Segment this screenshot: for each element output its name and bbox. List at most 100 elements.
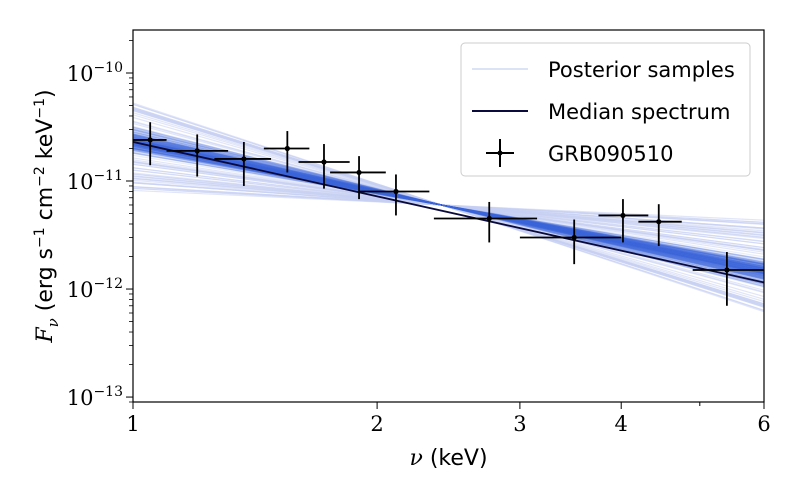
median-spectrum-line xyxy=(133,141,764,284)
data-point-marker xyxy=(724,267,730,273)
posterior-sample-line xyxy=(133,138,764,275)
legend-box xyxy=(460,42,751,177)
posterior-sample-line xyxy=(133,140,764,273)
posterior-sample-line xyxy=(133,145,764,267)
posterior-sample-line xyxy=(133,140,764,273)
posterior-sample-line xyxy=(133,138,764,275)
posterior-sample-line xyxy=(133,142,764,271)
posterior-sample-line xyxy=(133,138,764,275)
posterior-sample-line xyxy=(133,141,764,272)
posterior-sample-line xyxy=(133,136,764,277)
posterior-sample-line xyxy=(133,140,764,272)
posterior-sample-line xyxy=(133,140,764,273)
posterior-sample-line xyxy=(133,141,764,272)
posterior-sample-line xyxy=(133,139,764,274)
posterior-sample-line xyxy=(133,145,764,267)
posterior-sample-line xyxy=(133,129,764,285)
posterior-sample-line xyxy=(133,139,764,274)
posterior-sample-line xyxy=(133,129,764,284)
posterior-sample-line xyxy=(133,141,764,272)
posterior-sample-line xyxy=(133,139,764,274)
posterior-sample-line xyxy=(133,138,764,275)
posterior-sample-line xyxy=(133,136,764,277)
posterior-sample-line xyxy=(133,141,764,272)
posterior-sample-line xyxy=(133,140,764,273)
posterior-sample-line xyxy=(133,136,764,277)
y-tick-label: 10−10 xyxy=(67,60,123,86)
data-point-marker xyxy=(356,169,362,176)
y-tick-label: 10−11 xyxy=(67,168,123,194)
posterior-sample-line xyxy=(133,139,764,274)
posterior-sample-line xyxy=(133,126,764,288)
posterior-sample-line xyxy=(133,139,764,274)
posterior-sample-line xyxy=(133,137,764,276)
posterior-sample-line xyxy=(133,142,764,271)
posterior-sample-line xyxy=(133,137,764,276)
posterior-sample-line xyxy=(133,132,764,281)
posterior-sample-line xyxy=(133,139,764,274)
x-tick-label: 4 xyxy=(615,412,628,436)
data-point-marker xyxy=(620,212,626,219)
data-point xyxy=(298,144,350,189)
posterior-sample-line xyxy=(133,145,764,268)
data-point xyxy=(692,252,764,306)
posterior-sample-line xyxy=(133,129,764,285)
legend-label-samples: Posterior samples xyxy=(548,58,735,82)
posterior-sample-line xyxy=(133,136,764,277)
posterior-sample-line xyxy=(133,138,764,275)
posterior-sample-line xyxy=(133,142,764,271)
data-point-marker xyxy=(241,156,247,162)
data-point xyxy=(598,199,649,243)
posterior-sample-line xyxy=(133,136,764,277)
posterior-sample-line xyxy=(133,107,764,308)
data-point xyxy=(433,201,538,243)
posterior-sample-line xyxy=(133,137,764,276)
posterior-sample-line xyxy=(133,138,764,275)
posterior-sample-line xyxy=(133,141,764,272)
posterior-sample-line xyxy=(133,142,764,271)
posterior-sample-line xyxy=(133,139,764,274)
posterior-sample-line xyxy=(133,142,764,271)
posterior-sample-line xyxy=(133,138,764,275)
posterior-sample-line xyxy=(133,137,764,276)
posterior-sample-line xyxy=(133,136,764,277)
posterior-sample-line xyxy=(133,136,764,277)
posterior-sample-line xyxy=(133,145,764,267)
posterior-sample-line xyxy=(133,139,764,274)
posterior-sample-line xyxy=(133,136,764,278)
x-tick-label: 1 xyxy=(126,412,139,436)
posterior-sample-line xyxy=(133,138,764,276)
posterior-sample-line xyxy=(133,131,764,282)
posterior-sample-line xyxy=(133,131,764,282)
legend-label-median: Median spectrum xyxy=(548,100,730,124)
posterior-sample-line xyxy=(133,138,764,275)
posterior-sample-line xyxy=(133,138,764,275)
posterior-sample-line xyxy=(133,141,764,272)
plot-frame xyxy=(132,29,765,403)
posterior-samples-layer xyxy=(133,102,764,313)
posterior-sample-line xyxy=(133,140,764,273)
posterior-sample-line xyxy=(133,139,764,274)
posterior-sample-line xyxy=(133,140,764,273)
y-tick-label: 10−13 xyxy=(67,384,123,410)
posterior-sample-line xyxy=(133,138,764,275)
posterior-sample-line xyxy=(133,140,764,273)
posterior-sample-line xyxy=(133,140,764,273)
posterior-sample-line xyxy=(133,142,764,271)
posterior-sample-line xyxy=(133,136,764,277)
posterior-sample-line xyxy=(133,141,764,272)
posterior-sample-line xyxy=(133,142,764,271)
x-tick-label: 6 xyxy=(757,412,770,436)
data-point-marker xyxy=(284,145,290,152)
posterior-sample-line xyxy=(133,140,764,273)
posterior-sample-line xyxy=(133,142,764,271)
posterior-sample-line xyxy=(133,130,764,283)
data-point xyxy=(214,141,272,186)
posterior-sample-line xyxy=(133,138,764,275)
data-point xyxy=(263,131,310,173)
posterior-sample-line xyxy=(133,141,764,272)
posterior-sample-line xyxy=(133,139,764,274)
posterior-sample-line xyxy=(133,145,764,267)
data-point-marker xyxy=(393,188,399,195)
